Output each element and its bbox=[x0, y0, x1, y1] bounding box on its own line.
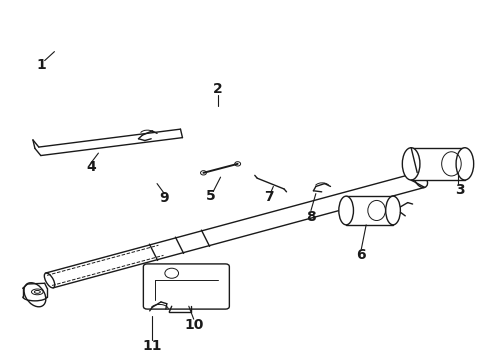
Text: 11: 11 bbox=[143, 339, 162, 353]
Ellipse shape bbox=[339, 196, 353, 225]
FancyBboxPatch shape bbox=[144, 264, 229, 309]
Text: 4: 4 bbox=[86, 161, 96, 175]
Ellipse shape bbox=[402, 148, 420, 180]
Text: 3: 3 bbox=[455, 183, 465, 197]
Ellipse shape bbox=[414, 172, 428, 188]
Text: 5: 5 bbox=[206, 189, 216, 203]
Text: 9: 9 bbox=[160, 191, 169, 205]
Text: 2: 2 bbox=[213, 82, 223, 96]
Text: 10: 10 bbox=[184, 318, 203, 332]
Ellipse shape bbox=[456, 148, 474, 180]
Text: 1: 1 bbox=[36, 58, 46, 72]
Bar bbox=[411, 148, 465, 180]
Ellipse shape bbox=[24, 283, 46, 307]
Text: 8: 8 bbox=[306, 210, 316, 224]
Text: 6: 6 bbox=[357, 248, 366, 262]
Ellipse shape bbox=[386, 196, 400, 225]
Bar bbox=[346, 196, 393, 225]
Text: 7: 7 bbox=[264, 190, 273, 204]
